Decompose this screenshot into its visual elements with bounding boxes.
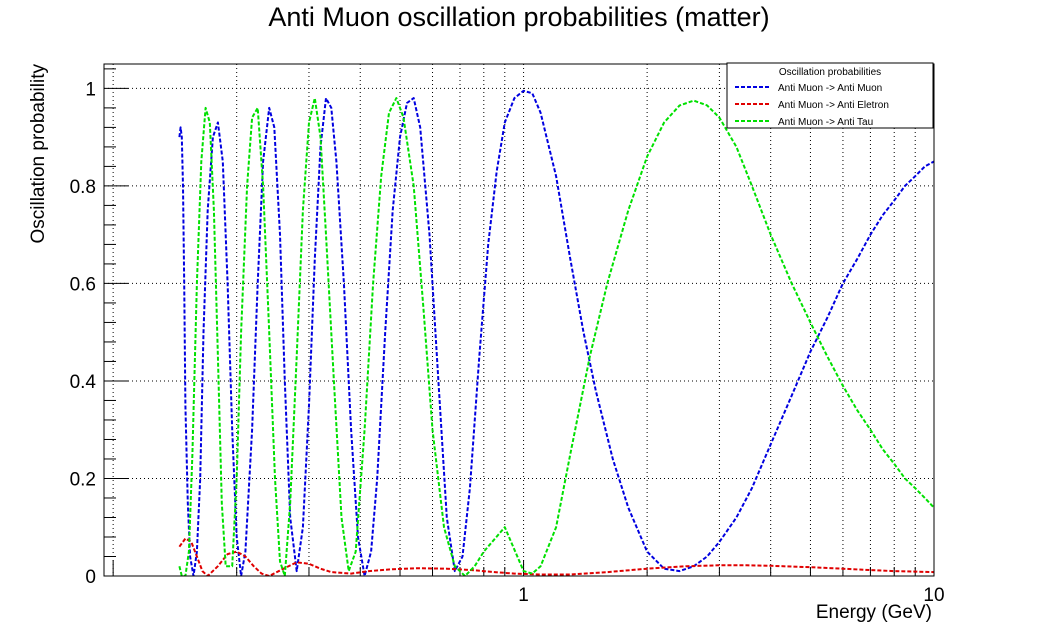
axis-labels: Energy (GeV) Oscillation probability [28,64,932,623]
y-tick-label: 0.2 [70,469,96,490]
y-tick-label: 0.4 [70,372,97,393]
legend: Oscillation probabilities Anti Muon -> A… [726,62,934,129]
x-tick-label: 1 [518,585,529,606]
grid [104,64,934,576]
series-line-2 [178,537,934,576]
series-layer [178,89,934,576]
plot-frame [103,63,935,577]
y-axis-label: Oscillation probability [28,64,49,244]
y-tick-label: 0.6 [70,274,96,295]
legend-label-3: Anti Muon -> Anti Tau [778,117,873,128]
y-tick-label: 1 [85,79,96,100]
series-line-1 [178,89,934,576]
y-tick-label: 0 [85,567,96,588]
legend-label-1: Anti Muon -> Anti Muon [778,83,882,94]
legend-label-2: Anti Muon -> Anti Eletron [778,100,889,111]
chart-title: Anti Muon oscillation probabilities (mat… [268,2,770,32]
legend-box [726,62,934,129]
x-axis-label: Energy (GeV) [816,602,932,623]
series-line-3 [178,97,934,576]
y-tick-label: 0.8 [70,177,96,198]
x-tick-label: 10 [923,585,944,606]
legend-title: Oscillation probabilities [779,67,881,78]
